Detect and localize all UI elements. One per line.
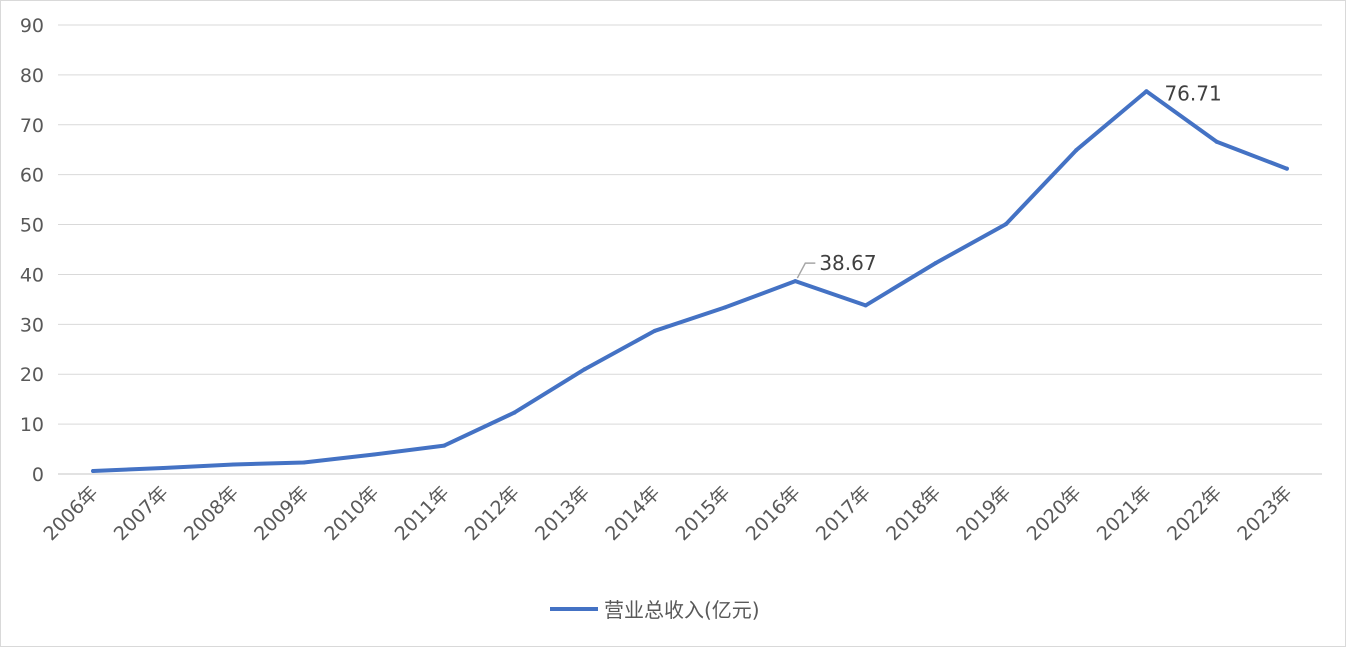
x-tick-label: 2009年 — [250, 482, 313, 545]
x-tick-label: 2007年 — [110, 482, 173, 545]
data-point — [1144, 89, 1149, 94]
y-tick-label: 30 — [20, 314, 44, 336]
x-tick-label: 2006年 — [39, 482, 102, 545]
x-tick-label: 2017年 — [812, 482, 875, 545]
y-tick-label: 0 — [32, 464, 44, 486]
data-point — [933, 260, 938, 265]
leader-line — [796, 262, 816, 279]
y-axis-ticks: 0 10 20 30 40 50 60 70 80 90 — [20, 15, 44, 486]
x-tick-label: 2023年 — [1233, 482, 1296, 545]
y-tick-label: 40 — [20, 264, 44, 286]
x-tick-label: 2011年 — [391, 482, 454, 545]
data-point — [1074, 148, 1079, 153]
y-tick-label: 60 — [20, 165, 44, 187]
data-point — [512, 410, 517, 415]
data-point — [231, 462, 236, 467]
y-tick-label: 90 — [20, 15, 44, 37]
data-point — [582, 367, 587, 372]
data-labels: 38.67 76.71 — [796, 81, 1222, 279]
x-tick-label: 2019年 — [952, 482, 1015, 545]
x-tick-label: 2012年 — [461, 482, 524, 545]
y-tick-label: 50 — [20, 215, 44, 237]
data-point — [301, 460, 306, 465]
data-point — [793, 279, 798, 284]
x-tick-label: 2022年 — [1163, 482, 1226, 545]
data-point — [442, 443, 447, 448]
x-tick-label: 2021年 — [1093, 482, 1156, 545]
data-point — [91, 469, 96, 474]
legend: 营业总收入(亿元) — [550, 598, 760, 622]
data-label: 38.67 — [819, 251, 876, 275]
series-group — [91, 89, 1289, 474]
series-line — [91, 89, 1289, 473]
x-tick-label: 2014年 — [601, 482, 664, 545]
x-tick-label: 2020年 — [1023, 482, 1086, 545]
x-tick-label: 2016年 — [742, 482, 805, 545]
y-tick-label: 10 — [20, 414, 44, 436]
gridlines — [58, 24, 1322, 475]
x-tick-label: 2013年 — [531, 482, 594, 545]
x-axis: 2006年 2007年 2008年 2009年 2010年 2011年 2012年 2013年… — [39, 473, 1322, 545]
data-point — [723, 305, 728, 310]
y-tick-label: 20 — [20, 364, 44, 386]
data-point — [1284, 166, 1289, 171]
y-tick-label: 80 — [20, 65, 44, 87]
x-tick-label: 2010年 — [320, 482, 383, 545]
data-point — [161, 466, 166, 471]
data-point — [863, 303, 868, 308]
data-point — [372, 452, 376, 457]
data-point — [1214, 139, 1219, 144]
x-tick-label: 2008年 — [180, 482, 243, 545]
data-point — [652, 328, 657, 333]
y-tick-label: 70 — [20, 115, 44, 137]
x-tick-label: 2018年 — [882, 482, 945, 545]
data-point — [1004, 222, 1008, 227]
x-tick-label: 2015年 — [671, 482, 734, 545]
legend-label: 营业总收入(亿元) — [604, 598, 760, 622]
data-label: 76.71 — [1164, 81, 1221, 105]
